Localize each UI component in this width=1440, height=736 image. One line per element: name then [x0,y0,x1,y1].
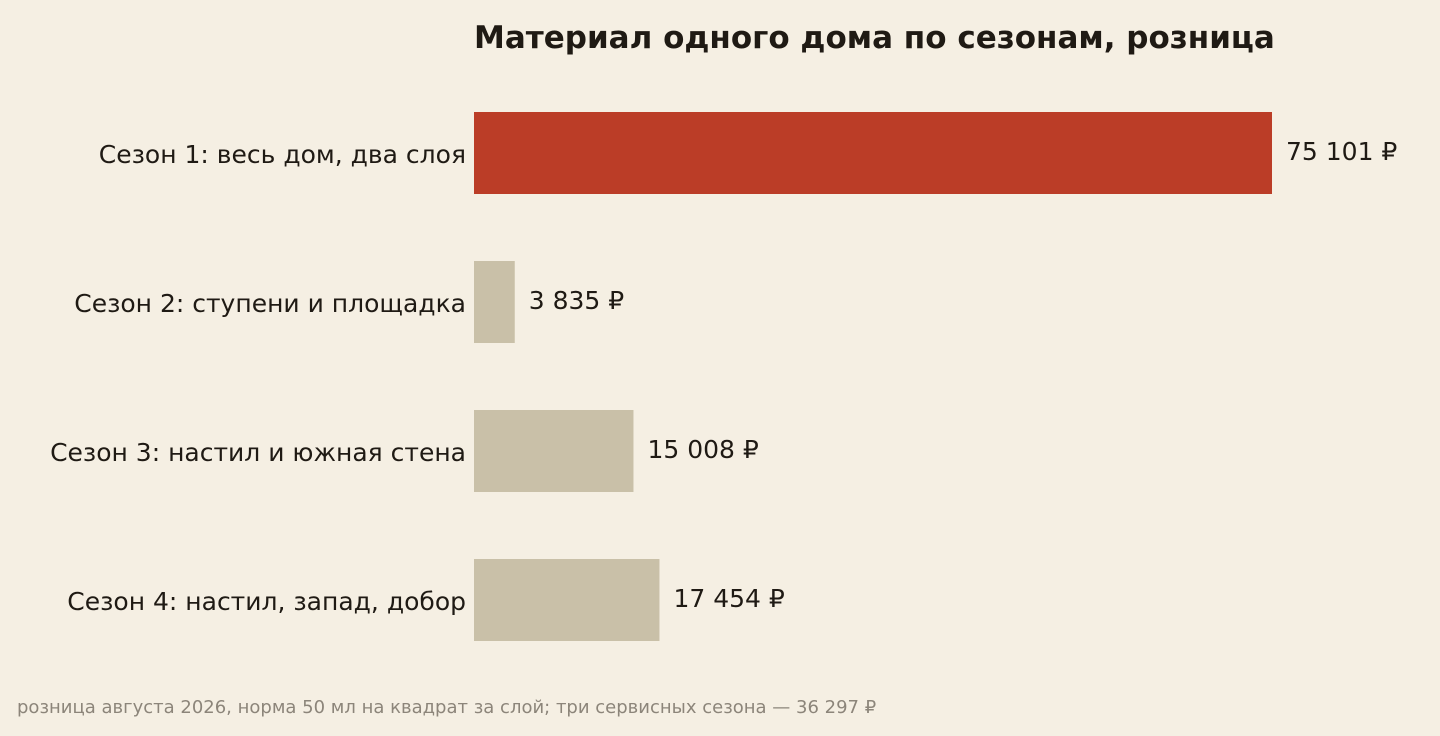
chart-title: Материал одного дома по сезонам, розница [474,20,1275,56]
category-label-1: Сезон 1: весь дом, два слоя [99,140,466,169]
bar-4 [474,559,660,641]
bar-3 [474,410,634,492]
value-label-3: 15 008 ₽ [647,435,758,464]
chart-footnote: розница августа 2026, норма 50 мл на ква… [17,697,877,718]
category-label-2: Сезон 2: ступени и площадка [74,289,466,318]
bar-1 [474,112,1272,194]
bar-2 [474,261,515,343]
value-label-1: 75 101 ₽ [1286,137,1397,166]
category-label-3: Сезон 3: настил и южная стена [50,438,466,467]
category-label-4: Сезон 4: настил, запад, добор [67,587,466,616]
value-label-2: 3 835 ₽ [529,286,625,315]
value-label-4: 17 454 ₽ [673,584,784,613]
